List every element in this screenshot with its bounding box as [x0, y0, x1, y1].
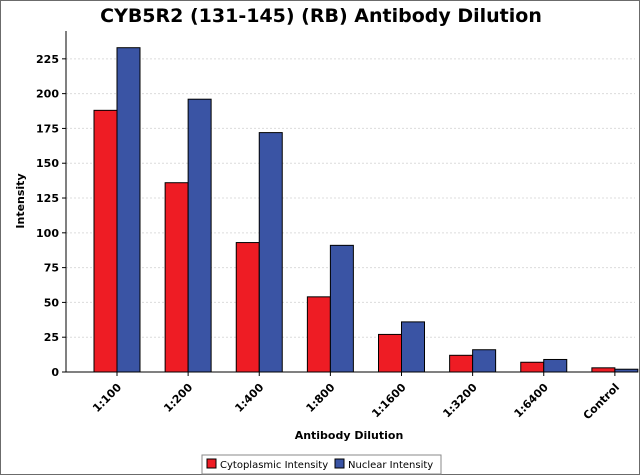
bar-nuclear: [401, 321, 425, 373]
x-ticks: 1:100 1:200 1:400 1:800 1:1600 1:3200 1:6400 Co…: [90, 372, 622, 422]
x-tick-label: 1:800: [304, 381, 338, 415]
legend-swatch: [334, 458, 345, 469]
bar-nuclear: [329, 244, 354, 373]
x-tick-label: 1:6400: [512, 381, 552, 421]
y-tick-label: 150: [36, 157, 59, 170]
y-tick-label: 200: [36, 88, 59, 101]
y-tick-label: 125: [36, 192, 59, 205]
y-tick-label: 0: [51, 366, 59, 379]
x-tick-label: 1:100: [90, 381, 124, 415]
bar-cytoplasmic: [164, 182, 189, 373]
bar-cytoplasmic: [93, 109, 118, 373]
y-tick-label: 25: [44, 331, 59, 344]
x-tick-label: 1:200: [161, 381, 195, 415]
legend-label: Nuclear Intensity: [348, 460, 433, 471]
legend: Cytoplasmic Intensity Nuclear Intensity: [201, 454, 442, 475]
y-ticks: 0 25 50 75 100 125 150 175 200 225: [36, 53, 66, 379]
y-tick-label: 175: [36, 122, 59, 135]
legend-box: [201, 454, 442, 475]
bar-nuclear: [187, 98, 212, 373]
bar-cytoplasmic: [591, 367, 616, 373]
axes: [65, 31, 635, 373]
bar-cytoplasmic: [449, 354, 474, 373]
y-tick-label: 75: [44, 262, 59, 275]
chart-title: CYB5R2 (131-145) (RB) Antibody Dilution: [100, 5, 542, 27]
bar-nuclear: [258, 132, 283, 373]
y-axis-label: Intensity: [14, 173, 27, 228]
bar-cytoplasmic: [306, 296, 331, 373]
y-tick-label: 50: [44, 296, 60, 309]
x-axis-label: Antibody Dilution: [295, 429, 404, 442]
y-tick-label: 225: [36, 53, 59, 66]
bars: [93, 47, 639, 373]
legend-label: Cytoplasmic Intensity: [220, 460, 328, 471]
legend-swatch: [206, 458, 217, 469]
bar-nuclear: [116, 47, 141, 373]
x-tick-label: 1:3200: [440, 381, 480, 421]
bar-cytoplasmic: [520, 361, 545, 373]
bar-nuclear: [472, 349, 497, 373]
x-tick-label: Control: [581, 381, 622, 422]
y-tick-label: 100: [36, 227, 59, 240]
bar-cytoplasmic: [378, 333, 402, 373]
bar-nuclear: [543, 358, 568, 373]
x-tick-label: 1:1600: [369, 381, 409, 421]
x-tick-label: 1:400: [232, 381, 266, 415]
bar-cytoplasmic: [235, 242, 260, 373]
